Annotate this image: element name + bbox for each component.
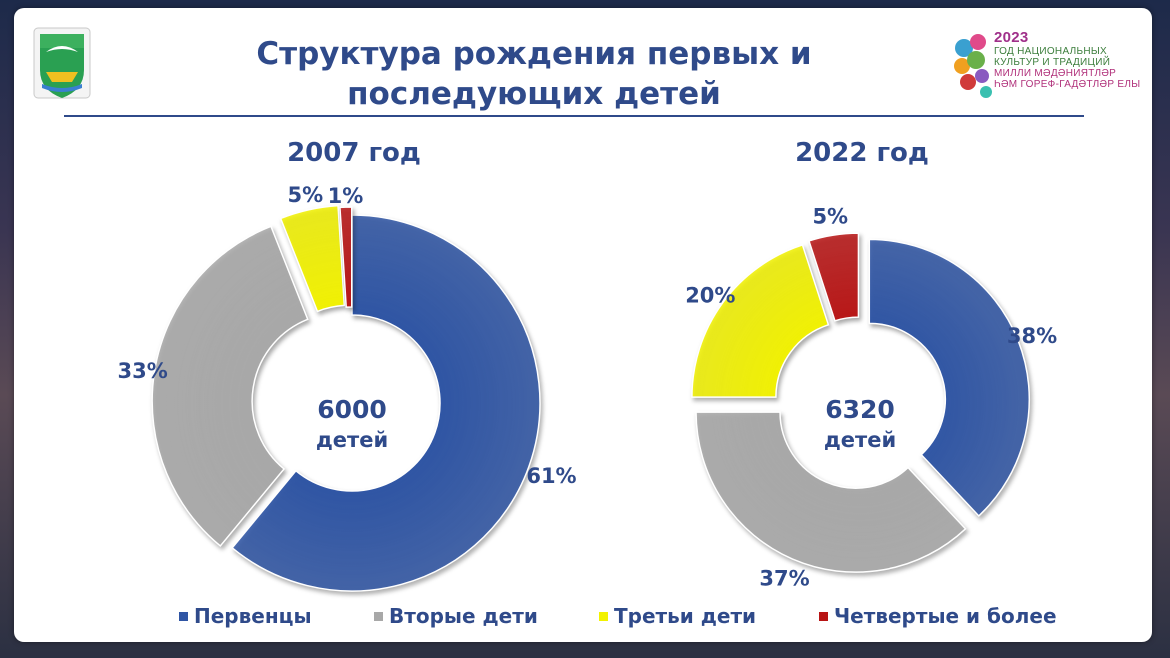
legend-item: Первенцы [179, 604, 312, 628]
logo-line: ГОД НАЦИОНАЛЬНЫХ [994, 46, 1107, 57]
legend-swatch [819, 611, 828, 621]
center-number: 6320 [825, 395, 895, 424]
center-number: 6000 [317, 395, 387, 424]
data-label: 33% [117, 359, 167, 383]
legend-label: Третьи дети [614, 604, 757, 628]
logo-year: 2023 [994, 29, 1029, 46]
center-unit: детей [316, 428, 388, 452]
legend-label: Первенцы [194, 604, 312, 628]
legend-item: Четвертые и более [819, 604, 1057, 628]
chart-title-2022: 2022 год [795, 138, 929, 168]
donut-slice [151, 225, 309, 548]
data-label: 38% [1007, 324, 1057, 348]
year-logo-icon [954, 34, 992, 98]
legend-item: Третьи дети [599, 604, 756, 628]
logo-line: КУЛЬТУР И ТРАДИЦИЙ [994, 57, 1111, 68]
city-emblem-icon [33, 27, 91, 99]
legend-swatch [179, 611, 188, 621]
donut-slice [808, 232, 860, 322]
chart-title-2007: 2007 год [287, 138, 421, 168]
page-title: Структура рождения первых и последующих … [256, 36, 812, 112]
data-label: 5% [812, 204, 848, 228]
slide: Структура рождения первых и последующих … [14, 8, 1152, 642]
data-label: 37% [759, 566, 809, 590]
donut-slice [691, 244, 830, 398]
legend: Первенцы Вторые дети Третьи дети Четверт… [14, 604, 1152, 634]
data-label: 20% [685, 283, 735, 307]
legend-swatch [374, 611, 383, 621]
title-divider [64, 115, 1084, 117]
logo-line: ҺӘМ ГОРЕФ-ГАДӘТЛӘР ЕЛЫ [994, 79, 1141, 90]
legend-label: Четвертые и более [834, 604, 1057, 628]
donut-slice [695, 411, 967, 573]
logo-line: МИЛЛИ МӘДӘНИЯТЛӘР [994, 68, 1117, 79]
legend-swatch [599, 611, 608, 621]
data-label: 61% [526, 464, 576, 488]
data-label: 5% [287, 183, 323, 207]
legend-item: Вторые дети [374, 604, 538, 628]
center-unit: детей [824, 428, 896, 452]
donut-slice [279, 204, 346, 313]
donut-slice [339, 206, 353, 308]
donut-slice [231, 214, 541, 592]
data-label: 1% [328, 184, 364, 208]
donut-slice [868, 238, 1031, 518]
legend-label: Вторые дети [389, 604, 538, 628]
year-logo-text: 2023 ГОД НАЦИОНАЛЬНЫХ КУЛЬТУР И ТРАДИЦИЙ… [994, 29, 1141, 91]
